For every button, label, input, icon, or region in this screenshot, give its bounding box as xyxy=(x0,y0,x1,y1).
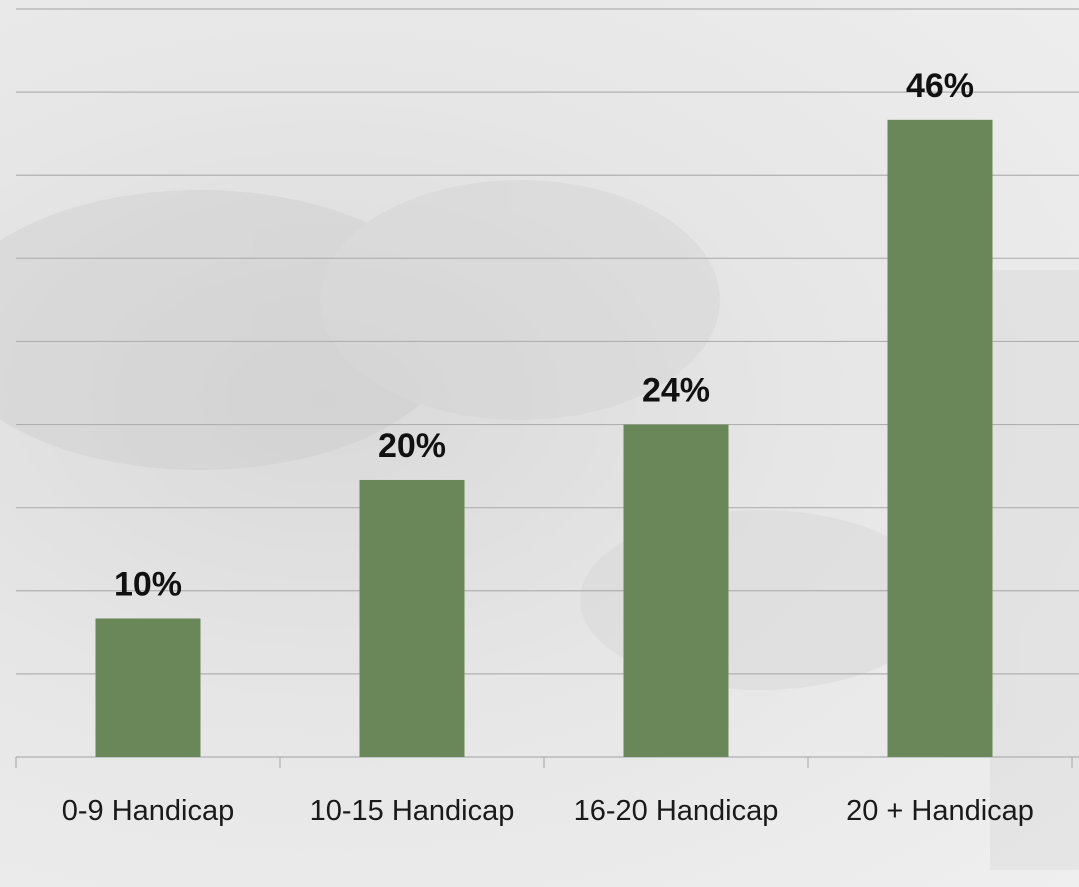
x-tick-label: 10-15 Handicap xyxy=(309,795,515,827)
bar xyxy=(95,618,201,757)
data-label: 24% xyxy=(642,372,710,410)
x-tick-label: 20 + Handicap xyxy=(846,795,1034,827)
data-label: 10% xyxy=(114,565,182,603)
x-tick-label: 16-20 Handicap xyxy=(573,795,779,827)
data-label: 20% xyxy=(378,427,446,465)
bar xyxy=(623,424,729,757)
bar xyxy=(887,119,993,757)
bar xyxy=(359,479,465,757)
x-tick-label: 0-9 Handicap xyxy=(61,795,235,827)
data-label: 46% xyxy=(906,67,974,105)
